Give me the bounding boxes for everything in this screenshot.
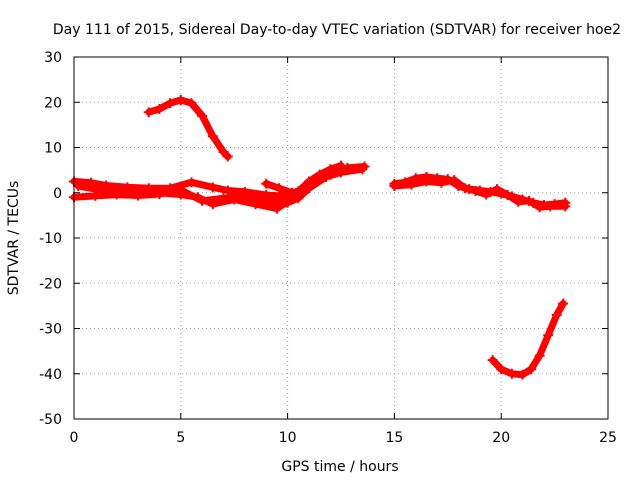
data-point xyxy=(406,179,417,190)
series-arc-high xyxy=(143,94,233,162)
y-tick-label: 20 xyxy=(44,95,62,111)
data-point xyxy=(513,196,524,207)
x-tick-label: 15 xyxy=(385,430,403,446)
series-arc-low xyxy=(487,298,569,380)
data-point xyxy=(197,110,208,121)
data-point xyxy=(534,350,545,361)
data-point xyxy=(111,184,122,195)
x-tick-label: 25 xyxy=(599,430,617,446)
data-point xyxy=(481,189,492,200)
data-point xyxy=(560,201,571,212)
data-point xyxy=(186,177,197,188)
data-point xyxy=(496,364,507,375)
data-point xyxy=(90,184,101,195)
series-band-6 xyxy=(389,175,571,213)
y-tick-label: -30 xyxy=(39,322,62,338)
data-point xyxy=(551,309,562,320)
data-point xyxy=(293,193,304,204)
y-tick-label: -10 xyxy=(39,231,62,247)
data-point xyxy=(207,131,218,142)
data-point xyxy=(436,177,447,188)
y-axis-label: SDTVAR / TECUs xyxy=(6,181,22,296)
data-point xyxy=(506,368,517,379)
data-point xyxy=(222,151,233,162)
data-point xyxy=(310,176,321,187)
data-point xyxy=(133,186,144,197)
data-point xyxy=(154,187,165,198)
data-point xyxy=(487,355,498,366)
y-tick-label: 10 xyxy=(44,141,62,157)
data-point xyxy=(175,94,186,105)
series-band-3 xyxy=(73,180,293,214)
data-point xyxy=(534,202,545,213)
axes-layer: 0 5 10 15 20 25 -50 -40 -30 -20 -10 0 10 20 30 xyxy=(39,50,617,446)
data-point xyxy=(558,298,569,309)
data-point xyxy=(282,196,293,207)
data-point xyxy=(470,185,481,196)
data-point xyxy=(222,185,233,196)
data-point xyxy=(459,183,470,194)
data-point xyxy=(229,194,240,205)
x-tick-label: 10 xyxy=(279,430,297,446)
x-tick-label: 20 xyxy=(492,430,510,446)
y-tick-label: -40 xyxy=(39,367,62,383)
y-tick-label: -50 xyxy=(39,412,62,428)
series-layer xyxy=(69,94,571,380)
data-point xyxy=(526,364,537,375)
y-tick-label: -20 xyxy=(39,276,62,292)
data-point xyxy=(545,201,556,212)
data-point xyxy=(325,169,336,180)
data-point xyxy=(207,182,218,193)
data-point xyxy=(154,104,165,115)
series-band-4 xyxy=(261,161,370,198)
data-point xyxy=(342,162,353,173)
data-point xyxy=(449,175,460,186)
data-point xyxy=(286,187,297,198)
data-point xyxy=(359,161,370,172)
x-axis-label: GPS time / hours xyxy=(281,459,398,475)
data-point xyxy=(73,180,84,191)
data-point xyxy=(502,190,513,201)
data-point xyxy=(175,189,186,200)
data-point xyxy=(543,330,554,341)
data-point xyxy=(389,180,400,191)
data-point xyxy=(207,199,218,210)
data-point xyxy=(274,183,285,194)
x-tick-label: 0 xyxy=(70,430,79,446)
y-tick-label: 30 xyxy=(44,50,62,66)
data-point xyxy=(143,107,154,118)
chart-title: Day 111 of 2015, Sidereal Day-to-day VTE… xyxy=(53,22,621,38)
data-point xyxy=(517,369,528,380)
data-point xyxy=(186,98,197,109)
y-tick-label: 0 xyxy=(53,186,62,202)
data-point xyxy=(491,184,502,195)
data-point xyxy=(192,192,203,203)
data-point xyxy=(261,178,272,189)
data-point xyxy=(250,199,261,210)
x-tick-label: 5 xyxy=(176,430,185,446)
data-point xyxy=(421,176,432,187)
data-point xyxy=(299,184,310,195)
data-point xyxy=(165,98,176,109)
data-point xyxy=(271,203,282,214)
data-point xyxy=(523,195,534,206)
